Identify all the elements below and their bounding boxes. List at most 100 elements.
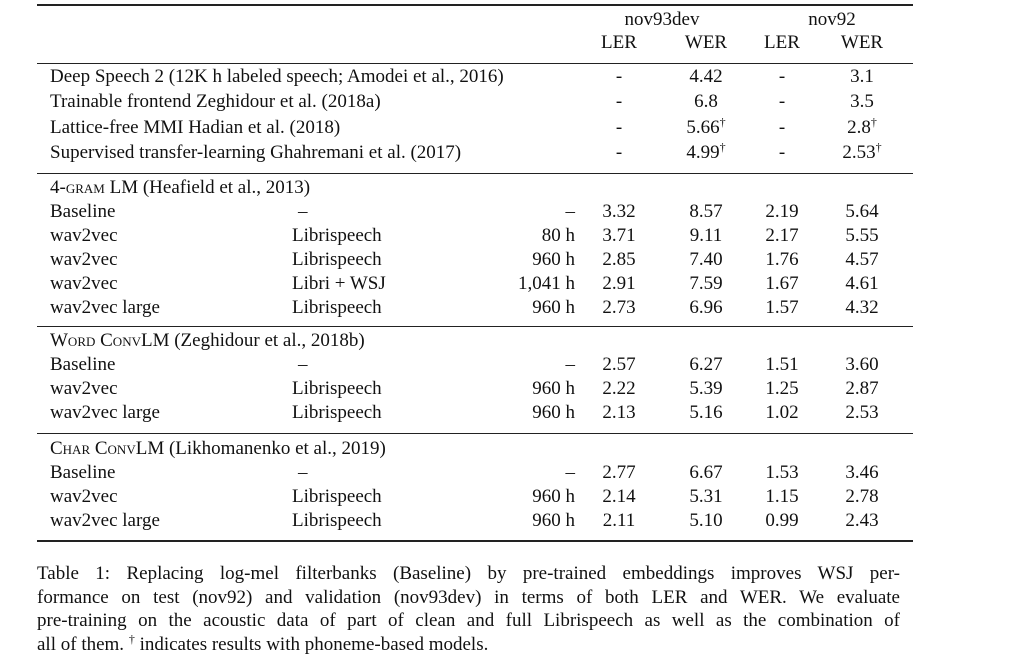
hours: 960 h (532, 402, 575, 423)
cell: 6.67 (689, 462, 723, 483)
cell: 4.42 (689, 66, 723, 87)
hours: 960 h (532, 486, 575, 507)
cell: 1.02 (765, 402, 799, 423)
hours: 960 h (532, 510, 575, 531)
row-label: wav2vec (50, 249, 118, 270)
cell: 1.25 (765, 378, 799, 399)
cell: 9.11 (689, 225, 723, 246)
rule (37, 63, 913, 64)
data-source: Librispeech (292, 225, 382, 246)
rule (37, 326, 913, 327)
caption-text: all of them. (37, 634, 129, 655)
cell: 5.16 (689, 402, 723, 423)
cell: 5.31 (689, 486, 723, 507)
cell: 2.57 (602, 354, 636, 375)
cell: 4.99† (686, 139, 726, 163)
cell: 2.53 (845, 402, 879, 423)
row-label: wav2vec large (50, 510, 160, 531)
column-header: WER (684, 32, 728, 53)
row-label: wav2vec large (50, 402, 160, 423)
row-label: Trainable frontend Zeghidour et al. (201… (50, 91, 381, 113)
cell: 1.51 (765, 354, 799, 375)
cell: 2.73 (602, 297, 636, 318)
row-label: wav2vec large (50, 297, 160, 318)
cell: 2.8† (847, 114, 877, 138)
hours: 1,041 h (518, 273, 575, 294)
cell: 3.32 (602, 201, 636, 222)
cell: - (778, 141, 786, 163)
rule (37, 173, 913, 174)
hours: 960 h (532, 297, 575, 318)
dagger: † (128, 632, 135, 646)
hours: – (565, 201, 576, 222)
rule (37, 4, 913, 6)
row-label: wav2vec (50, 273, 118, 294)
cell: 6.96 (689, 297, 723, 318)
cell: 2.87 (845, 378, 879, 399)
cell: 2.14 (602, 486, 636, 507)
caption-line: pre-training on the acoustic data of par… (37, 610, 900, 631)
cell: 3.71 (602, 225, 636, 246)
section-citation: (Heafield et al., 2013) (142, 177, 311, 198)
data-source: Librispeech (292, 510, 382, 531)
cell: 3.46 (845, 462, 879, 483)
row-label: wav2vec (50, 486, 118, 507)
section-header: 4-gram LM (Heafield et al., 2013) (50, 177, 310, 199)
column-header: LER (764, 32, 800, 53)
caption-line: all of them. † indicates results with ph… (37, 632, 489, 656)
section-header: Char ConvLM (Likhomanenko et al., 2019) (50, 438, 386, 460)
cell: 2.77 (602, 462, 636, 483)
data-source: – (298, 201, 308, 222)
cell: 3.60 (845, 354, 879, 375)
cell: 3.5 (850, 91, 874, 113)
column-group-header: nov93dev (624, 9, 700, 30)
section-citation: (Zeghidour et al., 2018b) (174, 330, 365, 351)
cell: - (615, 116, 623, 138)
data-source: Librispeech (292, 297, 382, 318)
dagger: † (719, 139, 726, 154)
data-source: Librispeech (292, 402, 382, 423)
data-source: Libri + WSJ (292, 273, 386, 294)
row-label: wav2vec (50, 378, 118, 399)
caption-line: formance on test (nov92) and validation … (37, 587, 900, 608)
cell: 7.59 (689, 273, 723, 294)
dagger: † (870, 114, 877, 129)
cell: 2.85 (602, 249, 636, 270)
cell: 6.27 (689, 354, 723, 375)
cell: 2.11 (602, 510, 636, 531)
cell: 2.19 (765, 201, 799, 222)
cell: 2.13 (602, 402, 636, 423)
cell: 2.22 (602, 378, 636, 399)
data-source: Librispeech (292, 249, 382, 270)
cell: 5.10 (689, 510, 723, 531)
data-source: Librispeech (292, 486, 382, 507)
cell: 2.17 (765, 225, 799, 246)
cell: - (615, 141, 623, 163)
cell: 4.61 (845, 273, 879, 294)
hours: 80 h (541, 225, 575, 246)
cell: - (778, 91, 786, 113)
cell: 1.76 (765, 249, 799, 270)
cell: 4.32 (845, 297, 879, 318)
cell: 1.15 (765, 486, 799, 507)
cell: 2.78 (845, 486, 879, 507)
cell: 7.40 (689, 249, 723, 270)
hours: 960 h (532, 378, 575, 399)
rule (37, 540, 913, 542)
caption-text: indicates results with phoneme-based mod… (134, 634, 489, 655)
section-header: Word ConvLM (Zeghidour et al., 2018b) (50, 330, 365, 352)
hours: 960 h (532, 249, 575, 270)
column-group-header: nov92 (808, 9, 856, 30)
cell: 1.67 (765, 273, 799, 294)
cell: 2.91 (602, 273, 636, 294)
cell: 0.99 (765, 510, 799, 531)
cell: - (615, 91, 623, 113)
cell: 8.57 (689, 201, 723, 222)
row-label: Baseline (50, 354, 116, 375)
row-label: Baseline (50, 462, 116, 483)
caption-line: Table 1: Replacing log-mel filterbanks (… (37, 563, 900, 584)
data-source: Librispeech (292, 378, 382, 399)
cell: - (615, 66, 623, 87)
cell: 3.1 (850, 66, 874, 87)
